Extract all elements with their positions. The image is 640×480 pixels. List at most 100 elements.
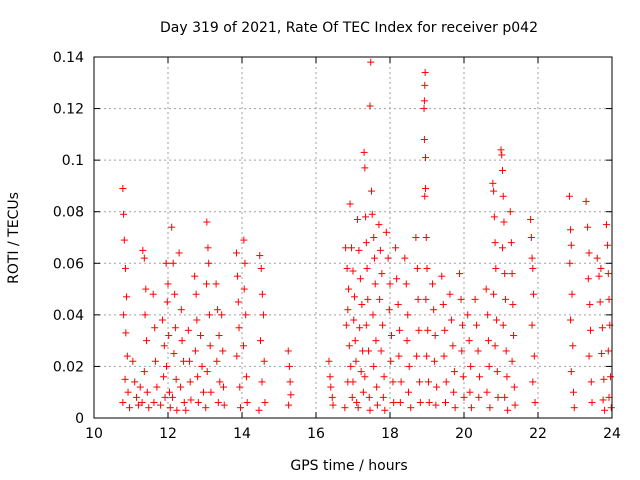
data-point — [237, 404, 245, 412]
x-tick-label: 20 — [455, 426, 473, 442]
data-point — [236, 383, 244, 391]
data-point — [119, 185, 127, 193]
data-point — [587, 326, 595, 334]
data-point — [197, 331, 205, 339]
data-point — [604, 347, 612, 355]
data-point — [142, 285, 150, 293]
data-point — [373, 383, 381, 391]
data-point — [203, 368, 211, 376]
data-point — [376, 246, 384, 254]
data-point — [458, 347, 466, 355]
grid-lines — [94, 57, 612, 418]
data-point — [343, 264, 351, 272]
data-point — [160, 373, 168, 381]
data-point — [424, 326, 432, 334]
data-point — [172, 375, 180, 383]
data-point — [361, 164, 369, 172]
data-point — [353, 215, 361, 223]
data-point — [327, 383, 335, 391]
data-point — [361, 373, 369, 381]
data-point — [602, 221, 610, 229]
data-point — [425, 399, 433, 407]
data-point — [459, 373, 467, 381]
data-point — [530, 352, 538, 360]
data-point — [203, 218, 211, 226]
data-point — [356, 275, 364, 283]
data-point — [412, 234, 420, 241]
data-point — [430, 357, 438, 365]
y-tick-label: 0.02 — [53, 359, 84, 375]
data-point — [484, 337, 492, 345]
data-point — [216, 378, 224, 386]
data-point — [442, 399, 449, 407]
data-point — [362, 239, 370, 247]
data-point — [241, 259, 249, 267]
data-point — [384, 254, 392, 262]
data-point — [232, 249, 240, 257]
data-point — [240, 285, 248, 293]
data-point — [467, 362, 475, 370]
x-tick-label: 24 — [603, 426, 621, 442]
data-point — [259, 311, 267, 319]
x-tick-label: 10 — [85, 426, 103, 442]
data-point — [460, 393, 468, 401]
data-point — [420, 97, 428, 105]
data-point — [220, 401, 228, 409]
data-point — [356, 324, 364, 332]
data-point — [365, 347, 373, 355]
data-point — [366, 102, 374, 110]
data-point — [126, 404, 134, 412]
data-point — [501, 393, 509, 401]
data-point — [605, 295, 613, 303]
data-point — [359, 347, 367, 355]
data-point — [373, 401, 381, 409]
data-point — [162, 259, 170, 267]
data-point — [381, 406, 389, 414]
data-point — [401, 254, 409, 262]
x-tick-label: 16 — [307, 426, 325, 442]
data-point — [166, 404, 174, 412]
data-point — [362, 213, 370, 221]
data-point — [438, 272, 446, 280]
data-point — [284, 347, 292, 355]
data-point — [387, 331, 395, 339]
data-point — [205, 259, 213, 267]
data-point — [597, 264, 605, 272]
data-point — [420, 105, 428, 113]
data-point — [133, 393, 141, 401]
data-point — [456, 270, 464, 278]
x-tick-label: 14 — [233, 426, 251, 442]
data-point — [122, 329, 130, 337]
data-points — [119, 58, 615, 414]
data-point — [214, 399, 222, 407]
data-point — [380, 373, 388, 381]
data-point — [365, 393, 373, 401]
data-point — [598, 324, 606, 332]
data-point — [160, 342, 168, 350]
data-point — [328, 393, 336, 401]
data-point — [170, 350, 178, 358]
data-point — [424, 378, 432, 386]
data-point — [528, 254, 536, 262]
data-point — [180, 399, 188, 407]
data-point — [482, 285, 490, 293]
data-point — [451, 404, 459, 412]
data-point — [349, 378, 357, 386]
data-point — [531, 399, 539, 407]
data-point — [153, 383, 161, 391]
data-point — [511, 401, 519, 409]
data-point — [204, 244, 212, 252]
data-point — [200, 388, 208, 396]
y-tick-label: 0.14 — [53, 50, 84, 66]
data-point — [257, 264, 265, 272]
data-point — [134, 401, 142, 409]
data-point — [430, 306, 438, 314]
data-point — [376, 295, 384, 303]
data-point — [285, 401, 293, 409]
data-point — [491, 342, 499, 350]
x-tick-label: 22 — [529, 426, 547, 442]
data-point — [502, 347, 510, 355]
data-point — [569, 342, 577, 350]
data-point — [192, 290, 200, 298]
data-point — [120, 311, 128, 319]
